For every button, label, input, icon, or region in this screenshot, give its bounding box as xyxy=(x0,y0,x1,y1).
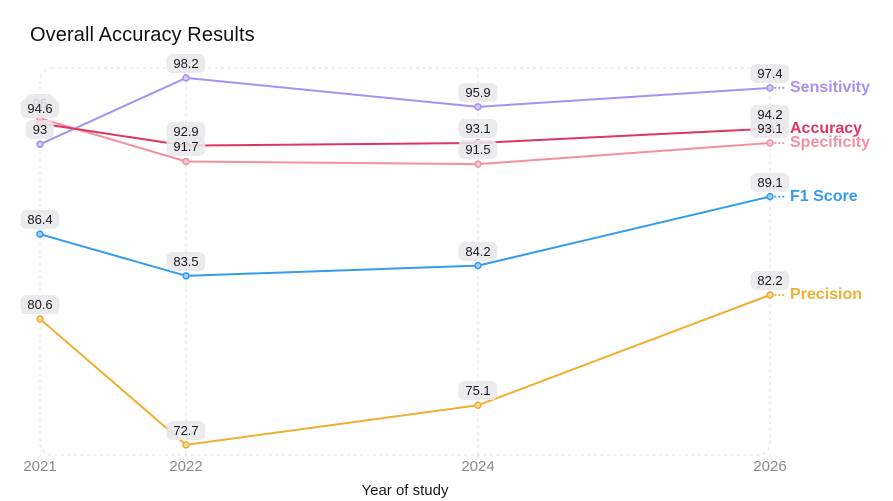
data-label: 75.1 xyxy=(458,381,498,401)
data-point-sensitivity-2021[interactable] xyxy=(36,140,44,149)
line-accuracy xyxy=(39,122,771,147)
data-label: 98.2 xyxy=(166,53,206,73)
line-sensitivity xyxy=(39,76,771,146)
data-point-sensitivity-2026[interactable] xyxy=(766,84,774,92)
plot-border xyxy=(39,67,771,456)
data-point-f1-score-2022[interactable] xyxy=(182,272,190,280)
line-precision xyxy=(39,293,771,446)
data-label: 93.1 xyxy=(750,118,790,138)
data-point-sensitivity-2024[interactable] xyxy=(474,103,482,111)
data-label: 89.1 xyxy=(750,172,790,192)
data-label: 83.5 xyxy=(166,251,206,271)
data-point-precision-2021[interactable] xyxy=(36,315,44,323)
data-label: 72.7 xyxy=(166,420,206,440)
line-f1-score xyxy=(39,195,771,277)
data-point-sensitivity-2022[interactable] xyxy=(182,74,190,82)
series-label-sensitivity: Sensitivity xyxy=(790,78,871,96)
series-label-f1-score: F1 Score xyxy=(790,187,858,205)
chart-title: Overall Accuracy Results xyxy=(30,24,255,46)
data-point-precision-2026[interactable] xyxy=(766,291,774,299)
series-label-precision: Precision xyxy=(790,285,863,303)
x-tick-2026: 2026 xyxy=(753,458,787,475)
data-point-specificity-2022[interactable] xyxy=(182,157,190,166)
data-label: 97.4 xyxy=(750,63,790,83)
data-label: 94.2 xyxy=(750,104,790,124)
data-label: 93 xyxy=(25,120,55,140)
series-label-accuracy: Accuracy xyxy=(790,119,863,137)
line-specificity xyxy=(39,117,771,166)
data-label: 84.2 xyxy=(458,241,498,261)
data-point-specificity-2026[interactable] xyxy=(766,139,774,147)
data-point-precision-2024[interactable] xyxy=(474,401,482,409)
data-label: 94.6 xyxy=(20,99,60,119)
data-point-f1-score-2024[interactable] xyxy=(474,261,482,270)
x-tick-2024: 2024 xyxy=(461,458,495,475)
data-label: 93.1 xyxy=(458,118,498,138)
data-point-precision-2022[interactable] xyxy=(182,441,190,449)
data-label: 82.2 xyxy=(750,270,790,290)
data-label: 86.4 xyxy=(20,210,60,230)
data-label: 91.7 xyxy=(166,137,206,157)
data-point-f1-score-2026[interactable] xyxy=(766,192,774,201)
x-tick-2022: 2022 xyxy=(169,458,203,475)
data-point-f1-score-2021[interactable] xyxy=(36,230,44,238)
data-label: 80.6 xyxy=(20,294,60,314)
data-point-specificity-2024[interactable] xyxy=(474,160,482,168)
data-label: 95.9 xyxy=(458,82,498,102)
data-label: 91.5 xyxy=(458,140,498,160)
series-label-specificity: Specificity xyxy=(790,133,871,151)
data-label: 92.9 xyxy=(166,121,206,141)
x-axis-label: Year of study xyxy=(361,482,449,499)
x-tick-2021: 2021 xyxy=(23,458,57,475)
